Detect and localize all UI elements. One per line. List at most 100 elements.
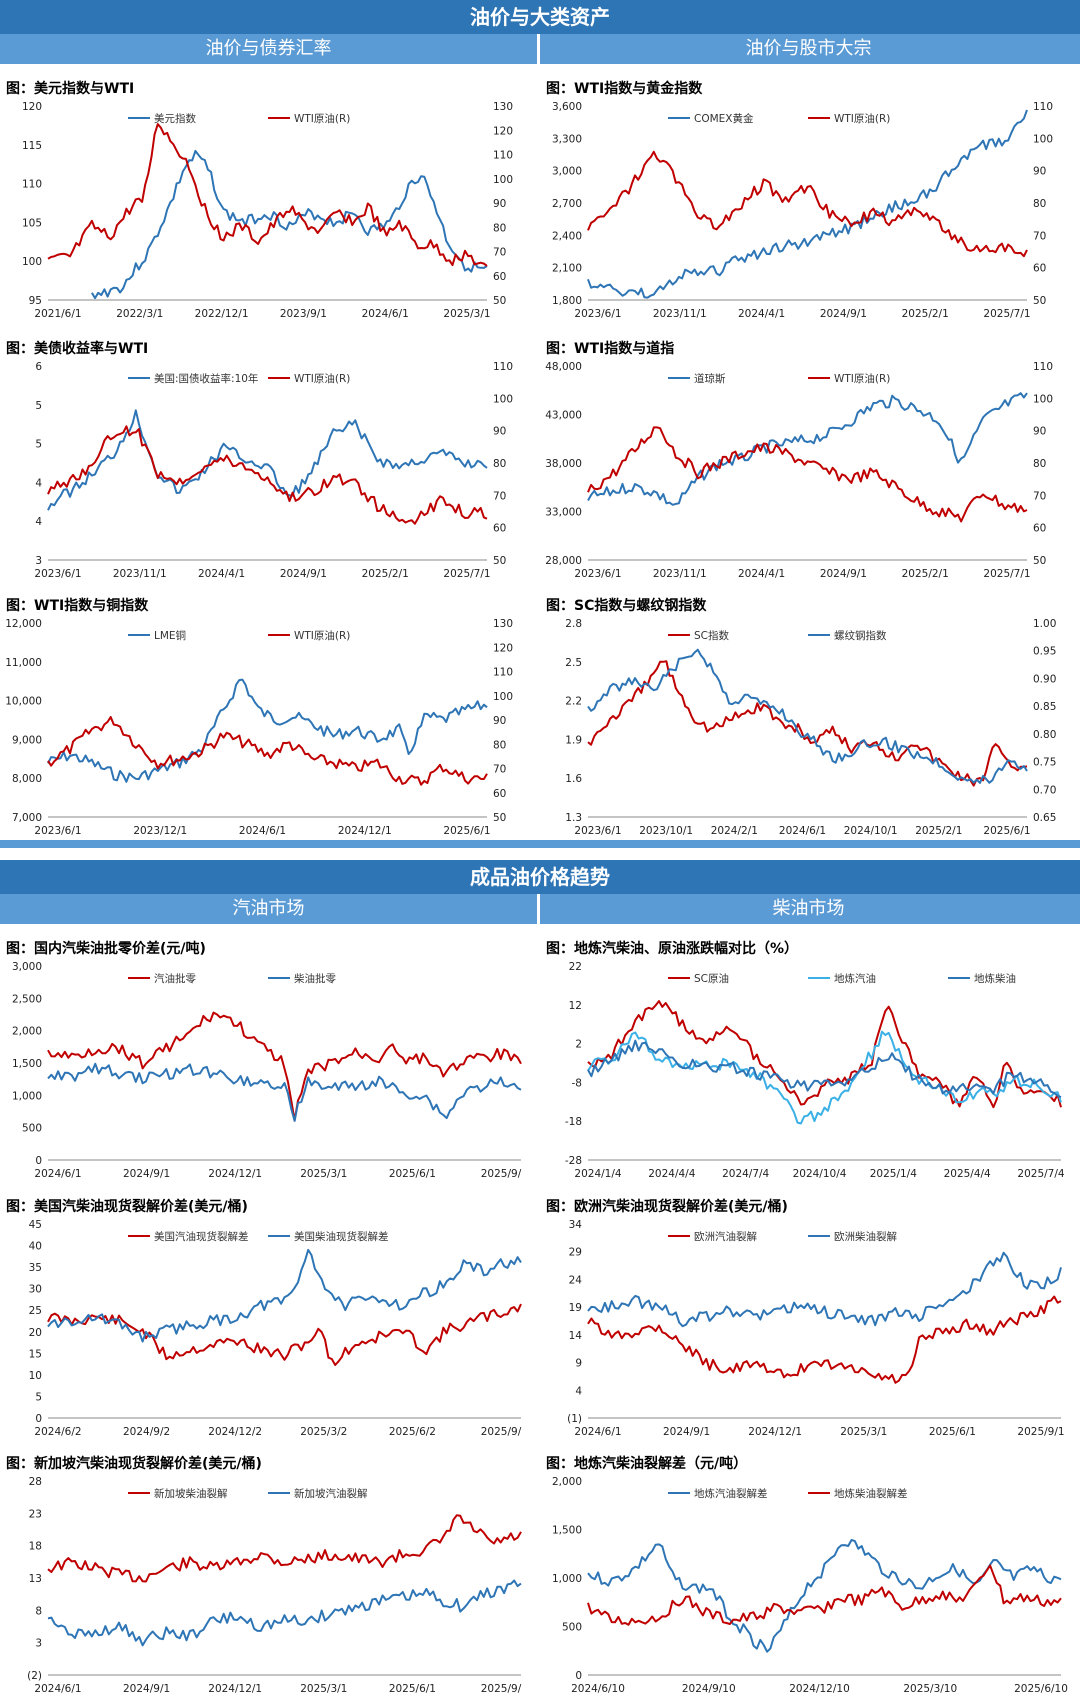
series-line <box>587 660 1028 787</box>
subheader-divider <box>537 34 540 64</box>
chart-title: 图：美元指数与WTI <box>6 81 135 97</box>
legend-label: 美元指数 <box>154 112 196 125</box>
y-tick-label: 1.6 <box>565 773 582 785</box>
x-tick-label: 2024/10/4 <box>793 1168 847 1180</box>
y2-tick-label: 0.65 <box>1033 812 1056 824</box>
y2-tick-label: 120 <box>493 642 513 654</box>
subheader-right: 油价与股市大宗 <box>745 38 872 59</box>
series-line <box>587 1251 1062 1328</box>
y2-tick-label: 0.95 <box>1033 646 1056 658</box>
y-tick-label: 40 <box>29 1241 42 1253</box>
chart-panel: 图：WTI指数与铜指数 12,000 11,000 10,000 9,000 8,000 7… <box>0 595 535 845</box>
x-tick-label: 2025/2/1 <box>915 825 962 837</box>
y-tick-label: 2 <box>575 1039 582 1051</box>
x-tick-label: 2024/6/1 <box>34 1683 81 1695</box>
x-tick-label: 2024/9/1 <box>123 1168 170 1180</box>
y2-tick-label: 100 <box>1033 393 1053 405</box>
subheader-left: 油价与债券汇率 <box>205 38 332 59</box>
y2-tick-label: 80 <box>493 458 506 470</box>
legend-label: 地炼汽油 <box>834 972 876 985</box>
chart-panel: 图：地炼汽柴油、原油涨跌幅对比（%） 22 12 2 -8 -18 -28 2024/1/4 2… <box>540 938 1075 1188</box>
series-line <box>587 392 1028 506</box>
x-tick-label: 2023/6/1 <box>574 308 621 320</box>
chart-svg: 34 29 24 19 14 9 4 (1)2024/6/1 2024/9/1 2024/12/1… <box>567 1219 1064 1438</box>
legend-label: 地炼柴油裂解差 <box>834 1487 908 1500</box>
series-line <box>587 426 1028 523</box>
legend-label: 新加坡汽油裂解 <box>294 1487 368 1500</box>
x-tick-label: 2024/9/1 <box>123 1683 170 1695</box>
x-tick-label: 2024/9/1 <box>820 568 867 580</box>
x-tick-label: 2025/9/ <box>481 1426 522 1438</box>
y2-tick-label: 130 <box>493 618 513 630</box>
chart-svg: 2.8 2.5 2.2 1.9 1.6 1.3 1.00 0.95 0.90 0.85 0.80 0.… <box>565 618 1056 837</box>
y-tick-label: 1,500 <box>12 1058 42 1070</box>
y2-tick-label: 0.90 <box>1033 673 1056 685</box>
y-tick-label: -8 <box>572 1077 582 1089</box>
y2-tick-label: 80 <box>1033 458 1046 470</box>
legend-label: WTI原油(R) <box>834 112 890 125</box>
series-line <box>47 123 488 267</box>
y-tick-label: 28 <box>29 1476 42 1488</box>
chart-panel: 图：欧洲汽柴油现货裂解价差(美元/桶) 34 29 24 19 14 9 4 (1) 2024/6… <box>540 1196 1075 1446</box>
y2-tick-label: 100 <box>1033 133 1053 145</box>
y-tick-label: 15 <box>29 1348 42 1360</box>
x-tick-label: 2023/10/1 <box>639 825 693 837</box>
legend-label: 美国:国债收益率:10年 <box>154 372 258 385</box>
y2-tick-label: 110 <box>1033 101 1053 113</box>
x-tick-label: 2024/12/1 <box>208 1168 262 1180</box>
x-tick-label: 2024/6/1 <box>362 308 409 320</box>
legend-label: 欧洲柴油裂解 <box>834 1230 897 1243</box>
x-tick-label: 2025/3/1 <box>443 308 490 320</box>
y-tick-label: 0 <box>575 1670 582 1682</box>
y-tick-label: 9,000 <box>12 734 42 746</box>
y2-tick-label: 70 <box>1033 230 1046 242</box>
y-tick-label: 3 <box>35 1638 42 1650</box>
subheader-divider <box>537 894 540 924</box>
y-tick-label: 105 <box>22 217 42 229</box>
legend-label: SC指数 <box>694 629 729 642</box>
subheader-right: 柴油市场 <box>772 898 845 919</box>
chart-title: 图：国内汽柴油批零价差(元/吨) <box>6 941 206 957</box>
subheader-products: 汽油市场 柴油市场 <box>0 894 1080 924</box>
x-tick-label: 2025/6/1 <box>443 825 490 837</box>
y-tick-label: 500 <box>22 1123 42 1135</box>
x-tick-label: 2023/6/1 <box>34 825 81 837</box>
y-tick-label: 100 <box>22 256 42 268</box>
x-tick-label: 2024/9/1 <box>280 568 327 580</box>
chart-title: 图：地炼汽柴油、原油涨跌幅对比（%） <box>546 941 799 957</box>
y-tick-label: (1) <box>567 1413 582 1425</box>
x-tick-label: 2024/12/2 <box>208 1426 262 1438</box>
legend-label: 柴油批零 <box>294 972 336 985</box>
chart-title: 图：美国汽柴油现货裂解价差(美元/桶) <box>6 1199 248 1215</box>
series-line <box>47 1011 522 1122</box>
y2-tick-label: 110 <box>1033 361 1053 373</box>
x-tick-label: 2023/6/1 <box>574 825 621 837</box>
chart-panel: 图：美国汽柴油现货裂解价差(美元/桶) 45 40 35 30 25 20 15 10 5 0 202… <box>0 1196 535 1446</box>
y-tick-label: 7,000 <box>12 812 42 824</box>
y2-tick-label: 90 <box>493 198 506 210</box>
x-tick-label: 2025/3/1 <box>300 1168 347 1180</box>
y2-tick-label: 50 <box>493 812 506 824</box>
y-tick-label: 4 <box>35 516 42 528</box>
subheader-assets: 油价与债券汇率 油价与股市大宗 <box>0 34 1080 64</box>
chart-title: 图：美债收益率与WTI <box>6 341 149 357</box>
y-tick-label: 2,000 <box>552 1476 582 1488</box>
y2-tick-label: 100 <box>493 393 513 405</box>
y-tick-label: 38,000 <box>545 458 582 470</box>
y2-tick-label: 110 <box>493 667 513 679</box>
y2-tick-label: 60 <box>1033 523 1046 535</box>
x-tick-label: 2025/6/2 <box>389 1426 436 1438</box>
y2-tick-label: 0.85 <box>1033 701 1056 713</box>
y-tick-label: 6 <box>35 361 42 373</box>
y-tick-label: 19 <box>569 1302 582 1314</box>
y-tick-label: 30 <box>29 1284 42 1296</box>
legend-label: LME铜 <box>154 630 186 642</box>
y2-tick-label: 80 <box>493 222 506 234</box>
y-tick-label: 24 <box>569 1274 583 1286</box>
series-line <box>47 425 488 525</box>
x-tick-label: 2024/9/10 <box>682 1683 736 1695</box>
y-tick-label: 8 <box>35 1605 42 1617</box>
section-separator <box>0 840 1080 848</box>
chart-title: 图：WTI指数与铜指数 <box>6 598 149 614</box>
chart-svg: 28 23 18 13 8 3 (2)2024/6/1 2024/9/1 2024/12/1 20… <box>27 1476 522 1695</box>
